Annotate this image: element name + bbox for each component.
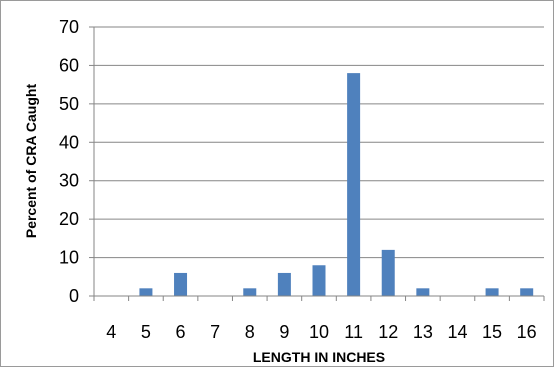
y-tick-label: 40 xyxy=(59,132,79,152)
y-tick-label: 20 xyxy=(59,209,79,229)
gridlines xyxy=(94,26,544,259)
bar-12 xyxy=(381,249,395,296)
y-tick-label: 70 xyxy=(59,17,79,37)
y-tick-label: 0 xyxy=(69,286,79,306)
x-tick-label: 12 xyxy=(378,322,398,342)
bar-9 xyxy=(277,272,291,296)
x-tick-label: 14 xyxy=(447,322,467,342)
x-tick-label: 5 xyxy=(141,322,151,342)
y-tick-label: 10 xyxy=(59,248,79,268)
bar-6 xyxy=(174,272,188,296)
bar-15 xyxy=(485,288,499,296)
bar-13 xyxy=(416,288,430,296)
y-tick-labels: 0 10 20 30 40 50 60 70 xyxy=(59,17,79,306)
y-tick-label: 50 xyxy=(59,94,79,114)
x-tick-label: 11 xyxy=(344,322,363,342)
x-tick-label: 4 xyxy=(106,322,116,342)
bar-16 xyxy=(520,288,534,296)
x-tick-label: 9 xyxy=(279,322,289,342)
bars xyxy=(139,73,534,296)
bar-5 xyxy=(139,288,153,296)
axes xyxy=(89,26,545,301)
x-tick-label: 10 xyxy=(309,322,329,342)
x-tick-label: 13 xyxy=(413,322,433,342)
x-tick-label: 6 xyxy=(176,322,186,342)
x-tick-label: 8 xyxy=(245,322,255,342)
x-tick-label: 7 xyxy=(210,322,220,342)
y-tick-label: 60 xyxy=(59,55,79,75)
y-tick-label: 30 xyxy=(59,171,79,191)
bar-11 xyxy=(347,73,361,296)
x-tick-label: 15 xyxy=(482,322,502,342)
bar-10 xyxy=(312,265,326,296)
x-axis-title: LENGTH IN INCHES xyxy=(253,349,385,365)
x-tick-labels: 4 5 6 7 8 9 10 11 12 13 14 15 16 xyxy=(106,322,536,342)
x-tick-label: 16 xyxy=(517,322,537,342)
bar-8 xyxy=(243,288,257,296)
y-axis-title: Percent of CRA Caught xyxy=(23,84,39,239)
